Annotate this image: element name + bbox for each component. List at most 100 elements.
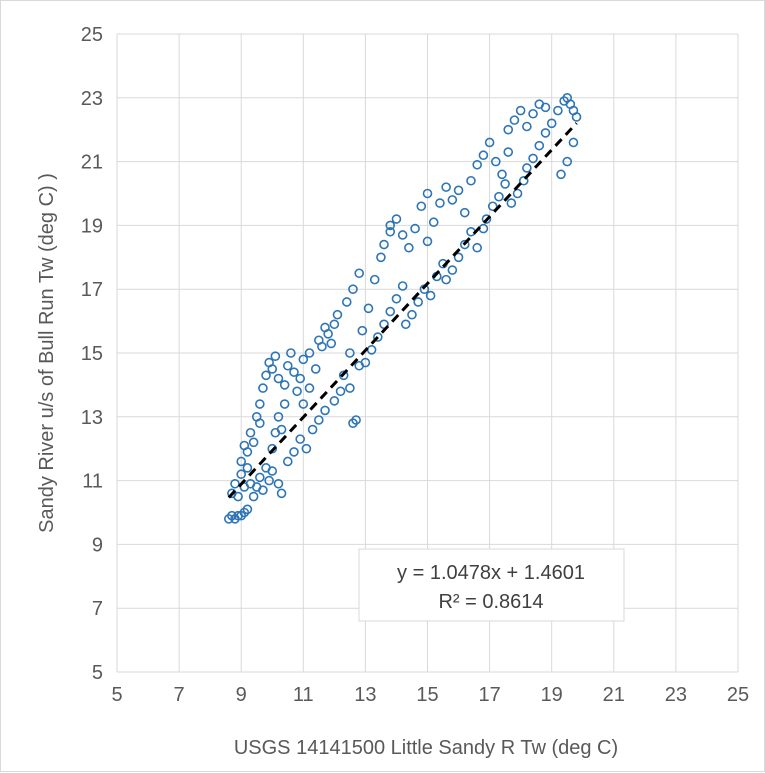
data-point [282, 360, 293, 371]
data-point [518, 175, 529, 186]
y-axis-ticks: 5 7 9 11 13 15 17 19 21 23 25 [81, 24, 103, 684]
data-point [320, 405, 330, 416]
data-point [369, 274, 380, 285]
data-point [571, 112, 582, 122]
x-tick-label: 25 [727, 684, 749, 706]
data-point [357, 325, 368, 336]
data-point [248, 491, 259, 502]
data-point [478, 150, 489, 161]
x-tick-label: 7 [174, 684, 185, 706]
data-points [223, 93, 582, 524]
data-point [267, 466, 278, 476]
data-point [236, 469, 246, 480]
data-point [540, 128, 551, 138]
data-point [522, 163, 532, 173]
data-point [546, 118, 557, 129]
data-point [404, 242, 414, 253]
data-point [242, 447, 253, 457]
data-point [466, 175, 476, 186]
data-point [385, 306, 396, 317]
data-point [348, 284, 358, 295]
data-point [304, 383, 315, 393]
data-point [286, 348, 296, 358]
data-point [484, 137, 495, 148]
data-point [267, 364, 278, 374]
data-point [261, 370, 271, 381]
x-tick-label: 17 [478, 684, 500, 706]
data-point [279, 380, 290, 390]
data-point [279, 399, 290, 409]
data-point [289, 367, 299, 377]
data-point [270, 351, 281, 361]
data-point [497, 169, 507, 180]
data-point [255, 418, 265, 428]
y-tick-label: 7 [92, 598, 103, 620]
data-point [379, 239, 389, 250]
y-tick-label: 19 [81, 215, 103, 237]
data-point [410, 223, 420, 234]
data-point [255, 472, 265, 483]
data-point [472, 159, 482, 170]
x-tick-label: 5 [111, 684, 122, 706]
x-tick-label: 21 [603, 684, 625, 706]
data-point [481, 214, 492, 224]
data-point [264, 475, 274, 486]
data-point [441, 182, 451, 192]
equation-box: y = 1.0478x + 1.4601 R² = 0.8614 [358, 548, 625, 622]
data-point [332, 309, 343, 320]
data-point [233, 491, 243, 502]
y-tick-label: 11 [82, 471, 103, 493]
data-point [515, 105, 526, 116]
y-tick-label: 17 [81, 279, 103, 301]
data-point [242, 504, 253, 515]
x-axis-title: USGS 14141500 Little Sandy R Tw (deg C) [234, 737, 618, 759]
data-point [335, 386, 346, 397]
data-point [307, 424, 318, 435]
data-point [248, 437, 259, 448]
data-point [289, 447, 299, 457]
data-point [314, 415, 324, 425]
data-point [242, 463, 253, 473]
data-point [310, 364, 321, 374]
data-point [413, 297, 423, 307]
data-point [298, 399, 309, 409]
data-point [522, 121, 532, 132]
data-point [295, 373, 305, 384]
data-point [385, 220, 396, 231]
data-point [416, 201, 427, 212]
x-axis-ticks: 5 7 9 11 13 15 17 19 21 23 25 [111, 684, 749, 706]
data-point [345, 348, 355, 358]
data-point [400, 319, 411, 330]
data-point [487, 201, 498, 212]
data-point [373, 332, 383, 342]
data-point [422, 236, 433, 247]
data-point [301, 443, 312, 454]
x-tick-label: 19 [541, 684, 563, 706]
data-point [556, 169, 566, 180]
data-point [376, 252, 386, 263]
y-tick-label: 13 [81, 407, 103, 429]
data-point [568, 137, 579, 148]
trendline-equation: y = 1.0478x + 1.4601 [397, 562, 585, 584]
data-point [534, 140, 545, 151]
data-point [314, 335, 324, 346]
equation-box-background [358, 548, 625, 622]
x-tick-label: 23 [665, 684, 687, 706]
y-tick-label: 25 [81, 24, 103, 46]
data-point [528, 153, 538, 164]
y-tick-label: 23 [81, 88, 103, 110]
data-point [273, 478, 284, 489]
data-point [354, 268, 364, 279]
y-axis-title: Sandy River u/s of Bull Run Tw (deg C) ) [36, 173, 58, 533]
data-point [326, 338, 337, 349]
data-point [453, 252, 464, 263]
data-point [329, 319, 340, 330]
data-point [453, 185, 464, 196]
data-point [258, 485, 268, 495]
y-tick-label: 9 [92, 534, 103, 556]
data-point [397, 281, 408, 291]
data-point [528, 108, 538, 119]
data-point [391, 293, 402, 304]
data-point [345, 383, 355, 393]
